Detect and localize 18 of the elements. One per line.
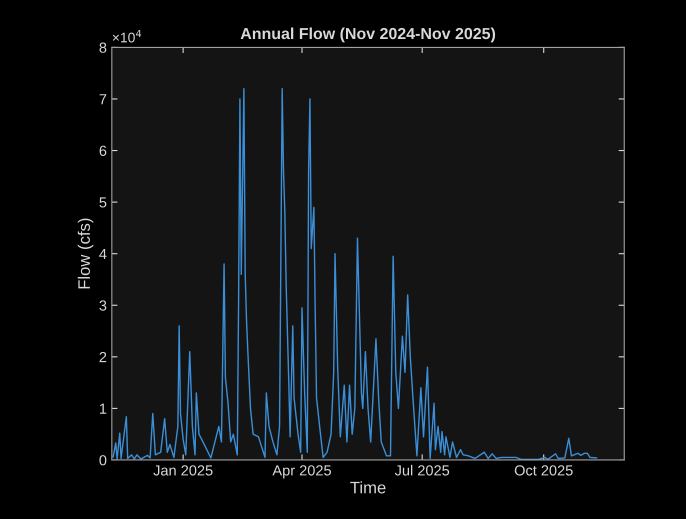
y-tick-label: 6	[100, 146, 106, 156]
y-tick-label: 1	[100, 404, 106, 414]
y-tick-label: 5	[99, 197, 106, 208]
y-tick-label: 8	[99, 42, 106, 53]
line-series	[112, 88, 598, 460]
y-tick-label: 7	[100, 94, 106, 104]
chart-title: Annual Flow (Nov 2024-Nov 2025)	[240, 27, 496, 42]
y-tick-label: 3	[99, 300, 106, 311]
text: ×10$^{4}$	[112, 30, 142, 42]
x-tick-label: Jul 2025	[394, 464, 450, 476]
x-tick-label: Apr 2025	[272, 465, 331, 478]
y-tick-label: 4	[99, 248, 107, 259]
x-tick-label: Jan 2025	[153, 465, 213, 476]
y-tick-label: 2	[100, 352, 106, 362]
x-axis-title: Time	[350, 481, 386, 494]
x-tick-label: Oct 2025	[514, 465, 573, 476]
y-tick-label: 0	[99, 455, 106, 466]
y-axis-title: Flow (cfs)	[78, 218, 94, 288]
